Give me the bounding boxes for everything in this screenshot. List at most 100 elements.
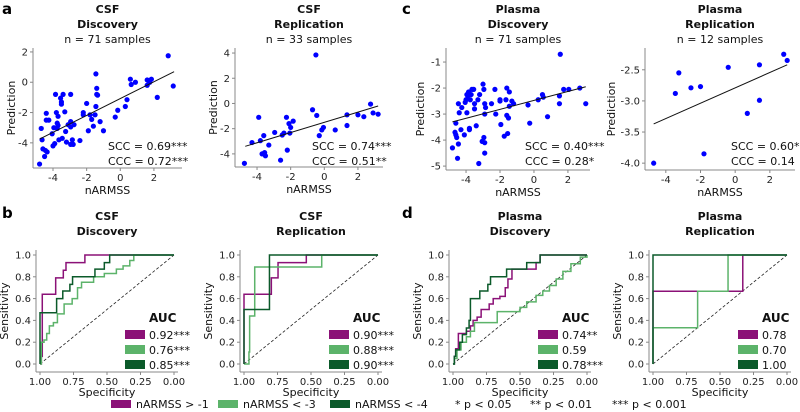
data-point [471,106,478,112]
chart-subtitle: n = 12 samples [677,33,764,46]
x-tick-label: 1.00 [442,377,464,388]
y-tick-label: 2 [224,74,230,85]
data-point [461,132,467,138]
pvalue-note: *** p < 0.001 [612,398,687,411]
data-point [355,112,361,118]
data-point [154,94,160,100]
data-point [476,160,482,167]
data-point [455,141,461,147]
y-tick-label: 0 [22,78,28,89]
data-point [481,134,487,141]
data-point [320,124,327,131]
data-point [46,117,52,123]
y-tick-label: 1.0 [15,251,31,262]
x-tick-label: 0.25 [333,377,355,388]
x-tick-label: 2 [565,175,571,186]
y-tick-label: -4 [220,149,230,160]
data-point [93,103,99,110]
x-tick-label: 0.00 [163,377,185,388]
data-point [583,101,589,107]
y-tick-label: 0.0 [15,360,31,371]
data-point [63,128,69,135]
data-point [449,145,456,151]
data-point [60,91,66,97]
y-tick-label: -2 [431,84,441,95]
roc-panel: CSF Replication 1.00 0.75 0.50 0.25 0.00 0.0 0.2… [202,210,394,399]
chart-title: Discovery [77,18,138,31]
scatter-panel: Plasma Discovery n = 71 samples -4 -2 0 2 -1 -2 -… [414,3,605,199]
y-tick-label: 0.0 [219,360,235,371]
data-point [266,142,272,148]
y-tick-label: -2 [220,124,230,135]
chart-title: CSF [95,210,119,223]
data-point [464,110,470,116]
data-point [672,90,678,97]
y-axis-label: Sensitivity [0,282,11,340]
data-point [115,107,121,113]
y-tick-label: 1.0 [628,251,644,262]
data-point [468,91,474,98]
data-point [744,110,750,116]
data-point [561,86,567,92]
data-point [90,123,96,129]
data-point [84,100,90,107]
data-point [527,120,533,126]
auc-legend-swatch [538,360,558,369]
y-tick-label: 0.0 [428,360,444,371]
data-point [165,53,171,59]
y-tick-label: 0.8 [628,272,644,283]
ccc-label: CCC = 0.28* [525,155,595,168]
scc-label: SCC = 0.69*** [108,140,188,153]
data-point [556,93,563,99]
regression-line [39,71,175,140]
roc-curve [453,254,587,365]
y-tick-label: 0.8 [219,272,235,283]
data-point [503,97,509,103]
y-tick-label: 0.6 [628,294,644,305]
x-tick-label: 2 [151,173,157,184]
ccc-label: CCC = 0.72*** [108,155,189,168]
y-axis-label: Sensitivity [411,282,424,340]
data-point [97,119,103,125]
roc-curve [453,254,587,365]
data-point [94,92,101,98]
y-tick-label: -2 [18,108,28,119]
auc-legend-swatch [738,360,758,369]
x-axis-label: Specificity [283,386,340,399]
data-point [557,51,563,57]
auc-legend-swatch [329,330,349,339]
data-point [94,85,100,91]
chart-title: Discovery [490,225,551,238]
y-tick-label: -2.5 [620,65,640,76]
y-tick-label: -5 [431,162,441,173]
data-point [112,114,118,120]
data-point [370,110,376,116]
x-tick-label: -2 [286,172,296,183]
data-point [52,91,59,97]
pvalue-note: * p < 0.05 [455,398,512,411]
y-tick-label: 0.4 [219,316,235,327]
data-point [688,85,694,91]
data-point [473,123,479,129]
scatter-panel: CSF Discovery n = 71 samples -4 -2 0 2 2 0 -2 -4 nA… [5,3,189,197]
x-tick-label: 0.75 [675,377,697,388]
roc-curve [244,254,378,365]
chance-diagonal [39,254,175,365]
roc-panel: Plasma Discovery 1.00 0.75 0.50 0.25 0.00 0.0 0.… [411,210,603,399]
data-point [556,101,563,107]
legend-swatch [111,400,131,408]
data-point [100,128,107,134]
data-point [651,160,657,166]
pvalue-note: ** p < 0.01 [530,398,592,411]
data-point [288,124,294,131]
x-tick-label: 0.50 [509,377,531,388]
y-tick-label: 0.2 [219,338,235,349]
x-tick-label: 0.00 [776,377,798,388]
data-point [458,127,464,133]
auc-value: 0.92*** [149,329,190,342]
data-point [62,109,68,115]
y-tick-label: 0.2 [628,338,644,349]
y-tick-label: 0.8 [15,272,31,283]
data-point [314,112,320,119]
x-tick-label: 0.50 [300,377,322,388]
